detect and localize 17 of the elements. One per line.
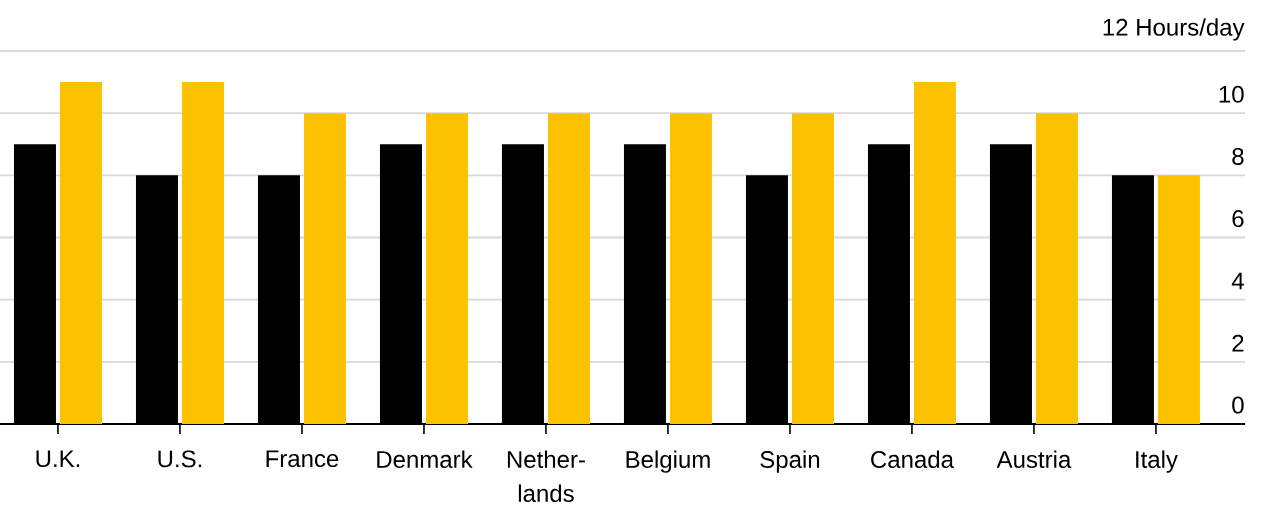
x-tick-label: U.K. (36, 450, 80, 468)
y-tick-label: 6 (1232, 210, 1244, 228)
x-tick-label: Italy (1136, 450, 1178, 473)
y-tick-label: 0 (1232, 396, 1244, 414)
y-tick-label: 10 (1219, 85, 1244, 103)
x-tick-label: France (266, 450, 339, 468)
x-tick-label: Denmark (377, 450, 473, 468)
x-tick-label: Canada (871, 450, 954, 468)
y-tick-label: 8 (1232, 147, 1244, 165)
x-tick-label: Belgium (626, 450, 710, 473)
x-tick-label: Austria (996, 450, 1072, 468)
y-tick-label: 2 (1232, 334, 1244, 352)
x-tick-label: Spain (760, 450, 820, 473)
y-tick-label: 4 (1231, 272, 1244, 290)
x-tick-label: Nether-lands (507, 450, 585, 502)
x-tick-label: U.S. (158, 450, 202, 468)
y-tick-label: 12 Hours/day (1103, 18, 1245, 41)
